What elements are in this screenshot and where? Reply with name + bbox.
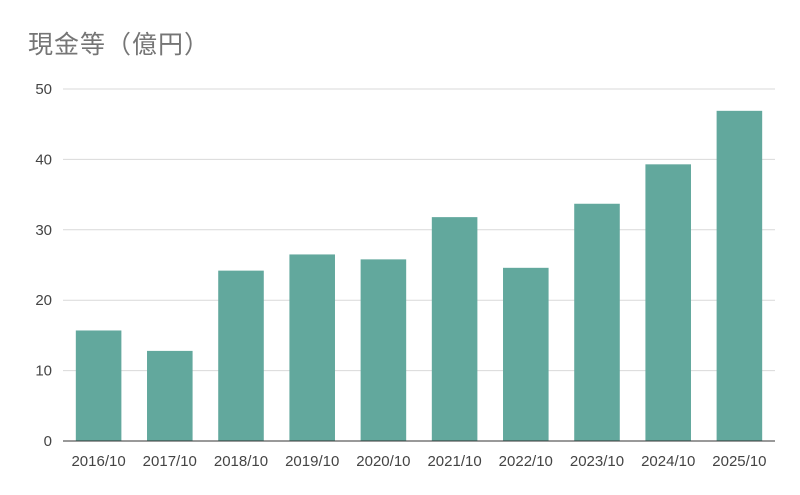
chart-title: 現金等（億円） [28, 30, 211, 59]
bar-2022-10 [503, 267, 549, 441]
y-tick-label: 0 [44, 433, 52, 450]
x-tick-label: 2025/10 [712, 453, 766, 470]
x-tick-labels: 2016/10 2017/10 2018/10 2019/10 2020/10 2021/… [71, 453, 766, 470]
x-tick-label: 2023/10 [570, 453, 624, 470]
x-tick-label: 2022/10 [499, 453, 553, 470]
bar-2025-10 [716, 110, 763, 441]
bar-2019-10 [289, 254, 335, 441]
x-tick-label: 2018/10 [214, 453, 268, 470]
y-tick-label: 20 [35, 292, 52, 309]
bar-2020-10 [360, 259, 407, 441]
x-tick-label: 2020/10 [356, 453, 410, 470]
bar-2018-10 [218, 270, 264, 441]
bars [75, 110, 763, 441]
y-tick-label: 10 [35, 363, 52, 380]
x-tick-label: 2021/10 [427, 453, 481, 470]
x-tick-label: 2017/10 [143, 453, 197, 470]
y-tick-labels: 0 10 20 30 40 50 [35, 81, 52, 450]
x-tick-label: 2016/10 [71, 453, 125, 470]
y-tick-label: 50 [35, 81, 52, 98]
bar-2016-10 [75, 330, 122, 441]
x-tick-label: 2024/10 [641, 453, 695, 470]
y-tick-label: 40 [35, 151, 52, 168]
bar-2021-10 [431, 217, 478, 441]
y-tick-label: 30 [35, 222, 52, 239]
bar-2024-10 [645, 164, 691, 441]
bar-2023-10 [574, 203, 620, 441]
bar-2017-10 [147, 350, 193, 441]
x-tick-label: 2019/10 [285, 453, 339, 470]
